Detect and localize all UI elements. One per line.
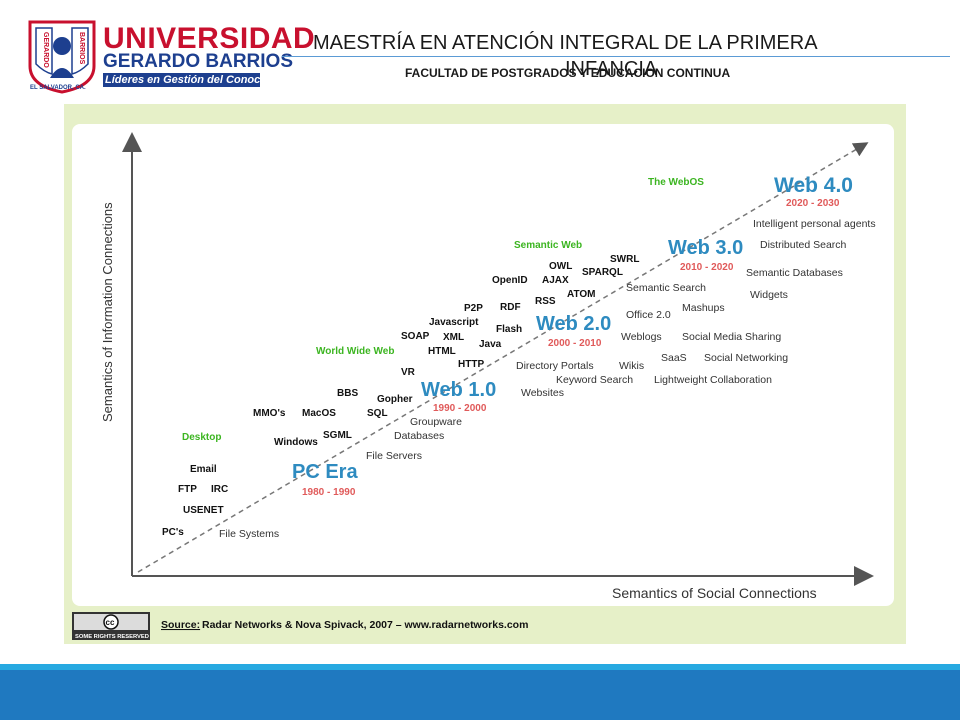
term-saas: SaaS: [661, 352, 687, 364]
era-web2-years: 2000 - 2010: [548, 338, 602, 349]
university-crest-logo: GERARDO BARRIOS: [28, 20, 96, 94]
term-rss: RSS: [535, 296, 556, 307]
term-pcs: PC's: [162, 527, 184, 538]
era-web1-years: 1990 - 2000: [433, 403, 487, 414]
term-distributed-search: Distributed Search: [760, 239, 847, 251]
term-social-media-sharing: Social Media Sharing: [682, 331, 781, 343]
diagram-card: [72, 124, 894, 606]
term-lightweight-collaboration: Lightweight Collaboration: [654, 374, 772, 386]
era-web4-years: 2020 - 2030: [786, 198, 840, 209]
page-subtitle: FACULTAD DE POSTGRADOS Y EDUCACION CONTI…: [405, 66, 731, 80]
term-ajax: AJAX: [542, 275, 569, 286]
term-atom: ATOM: [567, 289, 596, 300]
term-rdf: RDF: [500, 302, 521, 313]
term-windows: Windows: [274, 437, 318, 448]
term-mashups: Mashups: [682, 302, 725, 314]
crest-text-right: BARRIOS: [78, 32, 85, 65]
term-mmos: MMO's: [253, 408, 286, 419]
term-sgml: SGML: [323, 430, 352, 441]
term-openid: OpenID: [492, 275, 528, 286]
web-evolution-diagram: Semantics of Information Connections Sem…: [72, 124, 894, 640]
stage-label-www: World Wide Web: [316, 346, 394, 357]
term-groupware: Groupware: [410, 416, 462, 428]
era-pc-era-years: 1980 - 1990: [302, 487, 356, 498]
footer-accent-bar: [0, 664, 960, 670]
term-semantic-databases: Semantic Databases: [746, 267, 843, 279]
stage-label-webos: The WebOS: [648, 177, 704, 188]
term-owl: OWL: [549, 261, 572, 272]
term-macos: MacOS: [302, 408, 336, 419]
term-ftp: FTP: [178, 484, 197, 495]
term-sparql: SPARQL: [582, 267, 623, 278]
era-web3: Web 3.0: [668, 237, 743, 259]
y-axis-label: Semantics of Information Connections: [100, 202, 115, 422]
era-pc-era: PC Era: [292, 461, 358, 483]
era-web1: Web 1.0: [421, 379, 496, 401]
cc-logo-text: cc: [106, 618, 115, 627]
term-file-servers: File Servers: [366, 450, 422, 462]
university-name-line1: UNIVERSIDAD: [103, 22, 316, 55]
term-http: HTTP: [458, 359, 484, 370]
term-intelligent-agents: Intelligent personal agents: [753, 218, 876, 230]
university-tagline: Líderes en Gestión del Conocimiento: [103, 73, 300, 87]
term-weblogs: Weblogs: [621, 331, 662, 343]
term-xml: XML: [443, 332, 464, 343]
stage-label-desktop: Desktop: [182, 432, 221, 443]
term-irc: IRC: [211, 484, 228, 495]
term-html: HTML: [428, 346, 456, 357]
term-social-networking: Social Networking: [704, 352, 788, 364]
era-web2: Web 2.0: [536, 313, 611, 335]
crest-country-text: EL SALVADOR, CA.: [30, 85, 86, 91]
era-web4: Web 4.0: [774, 174, 853, 197]
cc-badge-label: SOME RIGHTS RESERVED: [75, 634, 149, 640]
cc-badge[interactable]: cc SOME RIGHTS RESERVED: [72, 612, 150, 640]
page-title-wrap: INFANCIA: [565, 58, 658, 80]
title-divider: [282, 56, 950, 57]
term-file-systems: File Systems: [219, 528, 279, 540]
era-web3-years: 2010 - 2020: [680, 262, 734, 273]
term-swrl: SWRL: [610, 254, 639, 265]
term-flash: Flash: [496, 324, 522, 335]
term-vr: VR: [401, 367, 416, 378]
term-keyword-search: Keyword Search: [556, 374, 633, 386]
university-name-line2: GERARDO BARRIOS: [103, 51, 294, 72]
term-websites: Websites: [521, 387, 564, 399]
term-email: Email: [190, 464, 217, 475]
term-soap: SOAP: [401, 331, 430, 342]
x-axis-label: Semantics of Social Connections: [612, 585, 817, 601]
term-databases: Databases: [394, 430, 444, 442]
crest-text-left: GERARDO: [42, 32, 49, 68]
term-usenet: USENET: [183, 505, 224, 516]
source-label: Source:: [161, 619, 200, 631]
term-widgets: Widgets: [750, 289, 788, 301]
term-directory-portals: Directory Portals: [516, 360, 594, 372]
term-java: Java: [479, 339, 502, 350]
source-text[interactable]: Radar Networks & Nova Spivack, 2007 – ww…: [202, 619, 528, 631]
page-title: MAESTRÍA EN ATENCIÓN INTEGRAL DE LA PRIM…: [313, 32, 818, 54]
term-wikis: Wikis: [619, 360, 644, 372]
term-sql: SQL: [367, 408, 388, 419]
term-gopher: Gopher: [377, 394, 413, 405]
term-semantic-search: Semantic Search: [626, 282, 706, 294]
term-javascript: Javascript: [429, 317, 479, 328]
term-p2p: P2P: [464, 303, 483, 314]
term-office-2: Office 2.0: [626, 309, 671, 321]
footer-bar: [0, 670, 960, 720]
term-bbs: BBS: [337, 388, 358, 399]
stage-label-semantic-web: Semantic Web: [514, 240, 582, 251]
